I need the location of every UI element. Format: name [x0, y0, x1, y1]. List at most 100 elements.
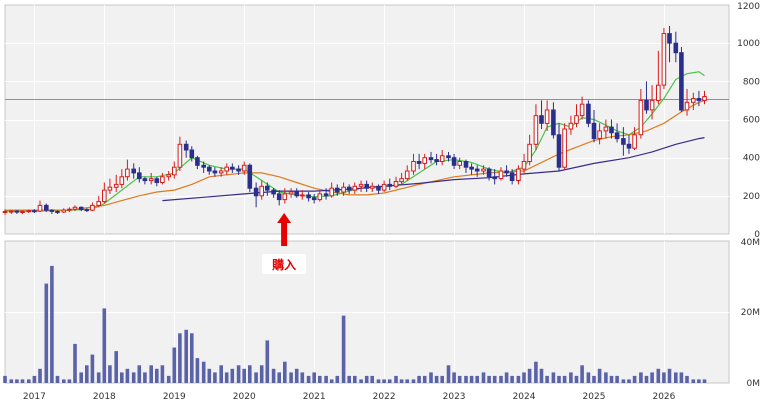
candle-up — [107, 186, 113, 191]
up-arrow-icon — [277, 213, 292, 246]
candle-up — [177, 143, 183, 168]
candle-down — [474, 168, 480, 172]
volume-bar — [73, 343, 77, 383]
candle-up — [533, 115, 539, 145]
candle-down — [644, 99, 649, 111]
candle-down — [451, 157, 457, 166]
candle-up — [393, 181, 399, 187]
candle-up — [125, 168, 130, 178]
y-tick-label: 0M — [747, 379, 761, 389]
candle-down — [428, 157, 434, 161]
candle-down — [32, 210, 37, 213]
candle-down — [195, 157, 200, 166]
volume-bar — [662, 372, 666, 383]
volume-bar — [359, 379, 363, 383]
volume-bar — [370, 375, 374, 383]
candle-down — [271, 189, 276, 195]
purchase-annotation: 購入 — [262, 213, 307, 274]
candle-down — [84, 209, 90, 212]
candle-up — [404, 170, 410, 180]
volume-bar — [376, 379, 381, 383]
volume-bar — [621, 379, 626, 383]
candle-up — [148, 178, 154, 182]
candle-up — [300, 194, 305, 197]
candle-down — [586, 103, 591, 124]
candle-down — [621, 138, 626, 145]
volume-bar — [160, 365, 165, 384]
x-tick-label: 2026 — [652, 392, 675, 402]
candle-down — [416, 161, 422, 164]
candle-up — [61, 209, 67, 213]
volume-panel: 0M 20M 40M 2017 2018 2019 2020 2021 2022 2023 2024… — [3, 238, 760, 402]
candle-down — [265, 185, 270, 191]
candle-down — [306, 194, 311, 199]
candle-up — [597, 130, 602, 139]
volume-bar — [534, 361, 538, 383]
candle-up — [288, 191, 294, 195]
candle-up — [259, 185, 264, 197]
volume-bar — [685, 375, 689, 383]
volume-bar — [411, 379, 416, 383]
y-tick-label: 200 — [743, 192, 760, 202]
volume-bar — [306, 375, 311, 383]
volume-bar — [609, 375, 614, 383]
volume-bar — [207, 368, 212, 383]
volume-bar — [527, 368, 532, 383]
candle-up — [113, 183, 119, 188]
volume-bar — [562, 375, 567, 383]
volume-bar — [259, 365, 264, 384]
volume-bar — [516, 375, 521, 383]
candle-up — [9, 210, 14, 213]
volume-bar — [429, 372, 433, 383]
candle-up — [603, 126, 609, 132]
volume-bar — [184, 329, 188, 384]
candle-up — [282, 193, 288, 201]
volume-bar — [697, 379, 701, 383]
candle-down — [446, 155, 451, 159]
volume-bar — [114, 351, 118, 383]
candle-down — [346, 186, 352, 191]
candle-up — [218, 170, 224, 174]
y-tick-label: 600 — [743, 116, 760, 126]
candle-down — [609, 126, 614, 134]
volume-bar — [569, 372, 573, 383]
candle-up — [26, 210, 32, 213]
volume-bar — [446, 365, 451, 384]
volume-bar — [499, 375, 503, 383]
volume-bar — [650, 372, 654, 383]
volume-bar — [283, 361, 287, 383]
volume-bar — [632, 375, 637, 383]
volume-bar — [364, 375, 369, 383]
volume-bar — [27, 379, 31, 383]
y-tick-label: 0 — [754, 230, 760, 240]
volume-bar — [166, 375, 171, 383]
candle-down — [504, 170, 509, 174]
candle-up — [341, 186, 346, 193]
y-tick-label: 400 — [743, 154, 760, 164]
volume-bar — [522, 372, 526, 383]
candle-down — [434, 159, 439, 163]
volume-bar — [32, 375, 37, 383]
volume-bar — [265, 340, 270, 383]
candle-down — [614, 132, 620, 140]
candle-down — [323, 193, 329, 197]
volume-bar — [469, 375, 474, 383]
volume-bar — [96, 372, 101, 383]
volume-bar — [580, 365, 584, 384]
candle-up — [579, 103, 585, 117]
candle-down — [137, 172, 142, 180]
volume-bar — [615, 375, 619, 383]
volume-bar — [586, 372, 591, 383]
volume-bar — [277, 372, 281, 383]
volume-bar — [318, 375, 322, 383]
volume-bar — [254, 372, 258, 383]
volume-bar — [539, 368, 544, 383]
volume-bar — [178, 333, 182, 383]
candle-up — [632, 134, 637, 149]
volume-bar — [341, 315, 346, 383]
candle-up — [37, 204, 43, 212]
candle-up — [516, 168, 521, 182]
candle-down — [154, 178, 160, 183]
volume-bar — [300, 372, 305, 383]
x-tick-label: 2021 — [303, 392, 326, 402]
